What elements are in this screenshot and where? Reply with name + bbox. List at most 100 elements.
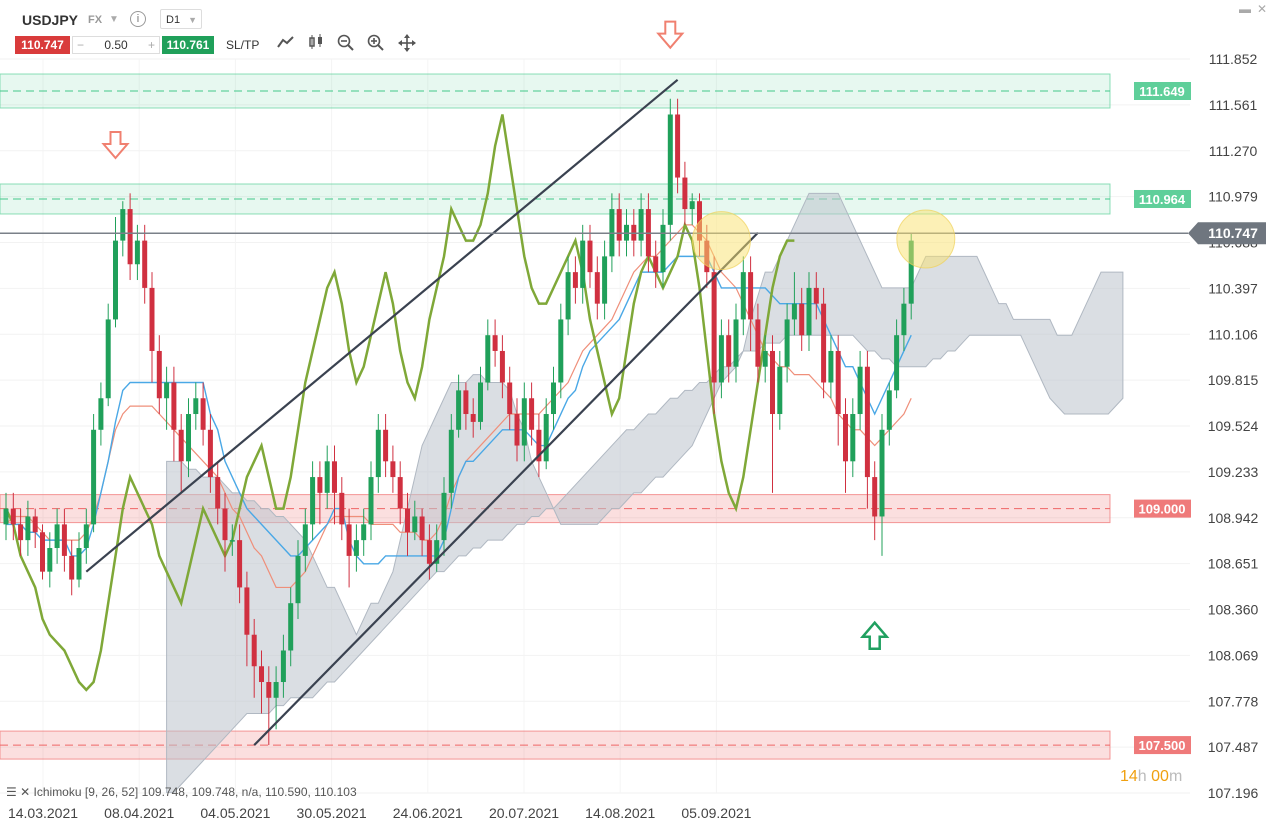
candle-body[interactable] bbox=[602, 256, 608, 304]
candle-body[interactable] bbox=[259, 666, 264, 683]
candle-body[interactable] bbox=[113, 240, 118, 320]
candle-body[interactable] bbox=[3, 508, 9, 525]
candle-body[interactable] bbox=[828, 350, 834, 383]
candle-body[interactable] bbox=[434, 540, 440, 564]
candle-body[interactable] bbox=[215, 477, 221, 509]
zoom-out-icon[interactable] bbox=[335, 34, 357, 56]
indicator-legend[interactable]: ☰ ✕ Ichimoku [9, 26, 52] 109.748, 109.74… bbox=[6, 785, 357, 799]
candle-body[interactable] bbox=[653, 256, 659, 273]
candle-body[interactable] bbox=[280, 650, 286, 683]
candle-body[interactable] bbox=[872, 477, 878, 517]
candle-body[interactable] bbox=[478, 382, 483, 422]
candle-body[interactable] bbox=[186, 414, 191, 462]
candle-body[interactable] bbox=[412, 516, 418, 533]
symbol-dropdown-icon[interactable]: ▼ bbox=[109, 14, 119, 25]
sltp-button[interactable]: SL/TP bbox=[226, 38, 260, 52]
candle-body[interactable] bbox=[98, 398, 104, 430]
candle-body[interactable] bbox=[47, 548, 53, 572]
candle-body[interactable] bbox=[587, 240, 593, 273]
candle-body[interactable] bbox=[879, 429, 885, 517]
candle-body[interactable] bbox=[164, 382, 170, 399]
candle-body[interactable] bbox=[426, 540, 432, 564]
remove-indicator-icon[interactable]: ✕ bbox=[20, 785, 31, 799]
symbol-label[interactable]: USDJPY bbox=[22, 12, 79, 28]
candle-body[interactable] bbox=[317, 477, 323, 493]
candle-body[interactable] bbox=[843, 414, 848, 462]
candle-body[interactable] bbox=[156, 350, 162, 399]
candle-body[interactable] bbox=[748, 272, 754, 320]
candle-body[interactable] bbox=[149, 287, 155, 351]
candle-body[interactable] bbox=[806, 287, 812, 336]
candle-body[interactable] bbox=[580, 240, 586, 288]
candle-body[interactable] bbox=[762, 350, 768, 367]
candle-body[interactable] bbox=[711, 272, 717, 383]
candle-body[interactable] bbox=[353, 540, 359, 556]
candle-body[interactable] bbox=[660, 224, 666, 273]
candle-body[interactable] bbox=[302, 524, 308, 556]
candle-body[interactable] bbox=[18, 524, 24, 541]
quantity-stepper[interactable]: − 0.50 + bbox=[72, 36, 160, 54]
candle-body[interactable] bbox=[346, 524, 352, 556]
candle-body[interactable] bbox=[529, 398, 535, 430]
candle-body[interactable] bbox=[718, 335, 724, 383]
candle-body[interactable] bbox=[237, 540, 243, 588]
candle-body[interactable] bbox=[835, 350, 841, 415]
candle-body[interactable] bbox=[733, 319, 739, 367]
plus-icon[interactable]: + bbox=[147, 38, 155, 52]
candle-body[interactable] bbox=[886, 390, 892, 430]
candle-body[interactable] bbox=[543, 414, 549, 462]
candle-body[interactable] bbox=[901, 303, 907, 336]
candle-body[interactable] bbox=[10, 508, 16, 525]
candle-body[interactable] bbox=[857, 366, 863, 415]
candle-body[interactable] bbox=[127, 209, 133, 265]
candle-body[interactable] bbox=[83, 524, 89, 549]
candle-body[interactable] bbox=[288, 603, 294, 651]
candle-body[interactable] bbox=[251, 634, 257, 667]
candle-body[interactable] bbox=[273, 682, 279, 698]
candle-body[interactable] bbox=[784, 319, 790, 367]
candle-body[interactable] bbox=[667, 114, 673, 225]
candle-body[interactable] bbox=[638, 209, 644, 241]
candle-body[interactable] bbox=[492, 335, 498, 351]
candle-body[interactable] bbox=[894, 335, 900, 391]
candle-body[interactable] bbox=[755, 319, 761, 367]
candle-body[interactable] bbox=[324, 461, 330, 493]
trendline-channel-lower[interactable] bbox=[253, 231, 759, 746]
candle-body[interactable] bbox=[616, 209, 622, 241]
timeframe-select[interactable]: D1 ▼ bbox=[160, 9, 202, 29]
candle-body[interactable] bbox=[536, 429, 542, 462]
candle-body[interactable] bbox=[222, 508, 228, 541]
candle-body[interactable] bbox=[295, 555, 301, 604]
candle-body[interactable] bbox=[682, 177, 688, 210]
candle-body[interactable] bbox=[456, 390, 462, 430]
candle-body[interactable] bbox=[178, 429, 184, 462]
candle-body[interactable] bbox=[200, 398, 206, 430]
sell-button[interactable]: 110.747 bbox=[15, 36, 70, 54]
candle-body[interactable] bbox=[514, 414, 520, 446]
candle-body[interactable] bbox=[332, 461, 337, 493]
candle-body[interactable] bbox=[558, 319, 564, 383]
pan-icon[interactable] bbox=[396, 34, 418, 56]
candle-body[interactable] bbox=[69, 555, 75, 580]
candle-body[interactable] bbox=[120, 209, 126, 241]
candle-body[interactable] bbox=[61, 524, 67, 556]
info-icon[interactable]: i bbox=[130, 11, 146, 27]
candle-body[interactable] bbox=[864, 366, 870, 478]
candle-body[interactable] bbox=[361, 524, 367, 541]
candle-body[interactable] bbox=[675, 114, 681, 178]
candle-body[interactable] bbox=[397, 477, 403, 509]
candle-body[interactable] bbox=[441, 492, 447, 541]
candle-body[interactable] bbox=[310, 477, 316, 525]
candle-body[interactable] bbox=[770, 350, 775, 415]
candle-body[interactable] bbox=[565, 272, 571, 320]
candle-body[interactable] bbox=[390, 461, 396, 478]
candle-body[interactable] bbox=[91, 429, 97, 525]
buy-button[interactable]: 110.761 bbox=[162, 36, 214, 54]
candle-body[interactable] bbox=[521, 398, 527, 446]
candle-body[interactable] bbox=[40, 532, 45, 572]
zoom-in-icon[interactable] bbox=[365, 34, 387, 56]
candle-body[interactable] bbox=[32, 516, 38, 533]
quantity-value[interactable]: 0.50 bbox=[104, 38, 128, 52]
candle-body[interactable] bbox=[229, 540, 235, 542]
